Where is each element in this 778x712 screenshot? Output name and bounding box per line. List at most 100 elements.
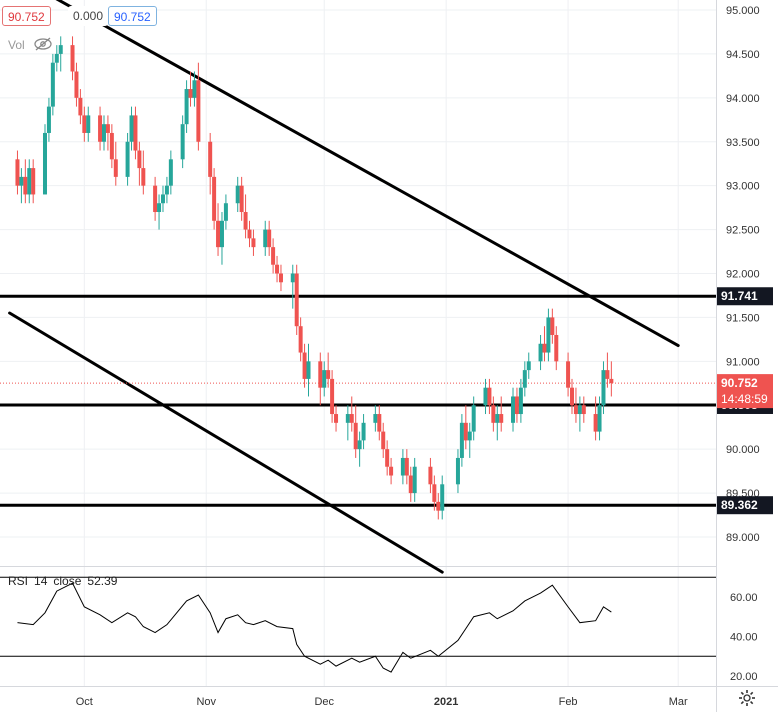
candle-body <box>455 457 460 485</box>
candle-body <box>263 229 268 248</box>
candle-body <box>188 89 193 98</box>
candle-body <box>381 431 386 450</box>
current-price-marker-bg <box>717 374 773 409</box>
price-tick-label: 95.000 <box>726 5 760 17</box>
candle-body <box>98 115 103 142</box>
candle-body <box>31 168 36 195</box>
candle-body <box>212 176 217 221</box>
candle-body <box>373 414 378 423</box>
trendline <box>55 0 680 348</box>
candle-body <box>290 273 295 283</box>
candle-body <box>141 168 146 186</box>
price-axis[interactable]: 95.000 94.500 94.000 93.500 93.000 92.500 92.0… <box>726 5 760 683</box>
change-value: 0.000 <box>68 6 109 26</box>
candle-body <box>184 89 189 125</box>
candle-body <box>23 176 28 195</box>
eye-hidden-icon[interactable] <box>34 37 52 51</box>
time-axis[interactable]: Oct Nov Dec 2021 Feb Mar <box>76 696 688 708</box>
price-tick-label: 93.500 <box>726 137 760 149</box>
candle-body <box>208 141 213 177</box>
candle-body <box>436 501 441 511</box>
candle-body <box>160 194 165 204</box>
candle-body <box>50 62 55 107</box>
candle-body <box>566 361 571 388</box>
candle-body <box>247 229 252 239</box>
candle-body <box>27 168 32 195</box>
candle-body <box>357 440 362 450</box>
candle-body <box>267 229 272 248</box>
candle-body <box>440 484 445 511</box>
candle-body <box>471 405 476 432</box>
time-tick-label: Dec <box>314 696 334 708</box>
candle-body <box>577 405 582 415</box>
candle-body <box>196 80 201 142</box>
candle-body <box>522 370 527 388</box>
candle-body <box>609 378 614 384</box>
candle-body <box>322 370 327 388</box>
candle-body <box>113 159 118 177</box>
candle-body <box>243 212 248 230</box>
candle-body <box>459 422 464 458</box>
price-tick-label: 92.500 <box>726 225 760 237</box>
horizontal-levels <box>0 294 716 507</box>
candle-body <box>192 80 197 98</box>
resistance-marker-bg <box>717 287 773 306</box>
candle-body <box>153 185 158 213</box>
candle-body <box>15 159 20 186</box>
candle-body <box>46 106 51 133</box>
price-tick-label: 93.000 <box>726 181 760 193</box>
candle-body <box>514 396 519 415</box>
candle-body <box>302 352 307 379</box>
candle-body <box>377 414 382 432</box>
trendline <box>8 311 444 574</box>
rsi-period: 14 <box>34 574 48 588</box>
candle-body <box>271 247 276 265</box>
trendlines <box>8 0 680 574</box>
candle-body <box>389 466 394 476</box>
candle-body <box>129 115 134 142</box>
rsi-line <box>17 582 612 673</box>
gear-icon[interactable] <box>738 689 756 707</box>
candle-body <box>74 71 79 98</box>
rsi-pane <box>0 576 716 673</box>
time-tick-label: Oct <box>76 696 93 708</box>
candle-body <box>298 326 303 353</box>
candle-body <box>353 422 358 450</box>
candle-body <box>605 370 610 379</box>
candle-body <box>542 343 547 353</box>
candle-body <box>361 422 366 441</box>
candle-body <box>82 115 87 133</box>
rsi-tick-label: 20.00 <box>730 671 758 683</box>
candle-body <box>432 484 437 502</box>
candle-body <box>219 220 224 248</box>
price-tick-label: 89.000 <box>726 532 760 544</box>
current-price-marker: 90.752 <box>721 376 758 390</box>
candle-body <box>223 203 228 221</box>
candle-body <box>78 97 83 116</box>
candle-body <box>101 124 106 142</box>
countdown-timer: 14:48:59 <box>721 392 768 406</box>
open-price-badge: 90.752 <box>2 6 51 26</box>
candle-body <box>570 387 575 406</box>
time-tick-label: 2021 <box>434 696 458 708</box>
candle-body <box>278 273 283 283</box>
candle-body <box>216 220 221 248</box>
candle-body <box>133 115 138 151</box>
rsi-indicator-label[interactable]: RSI 14 close 52.39 <box>8 574 123 588</box>
candle-body <box>235 185 240 204</box>
candle-body <box>239 185 244 213</box>
candle-body <box>330 378 335 415</box>
candle-body <box>294 273 299 327</box>
price-tick-label: 94.500 <box>726 49 760 61</box>
candle-body <box>326 370 331 379</box>
candle-body <box>404 457 409 476</box>
candle-body <box>306 361 311 379</box>
rsi-value: 52.39 <box>87 574 118 588</box>
rsi-name: RSI <box>8 574 29 588</box>
candle-body <box>518 387 523 415</box>
candle-body <box>54 53 59 63</box>
candle-body <box>495 414 500 423</box>
